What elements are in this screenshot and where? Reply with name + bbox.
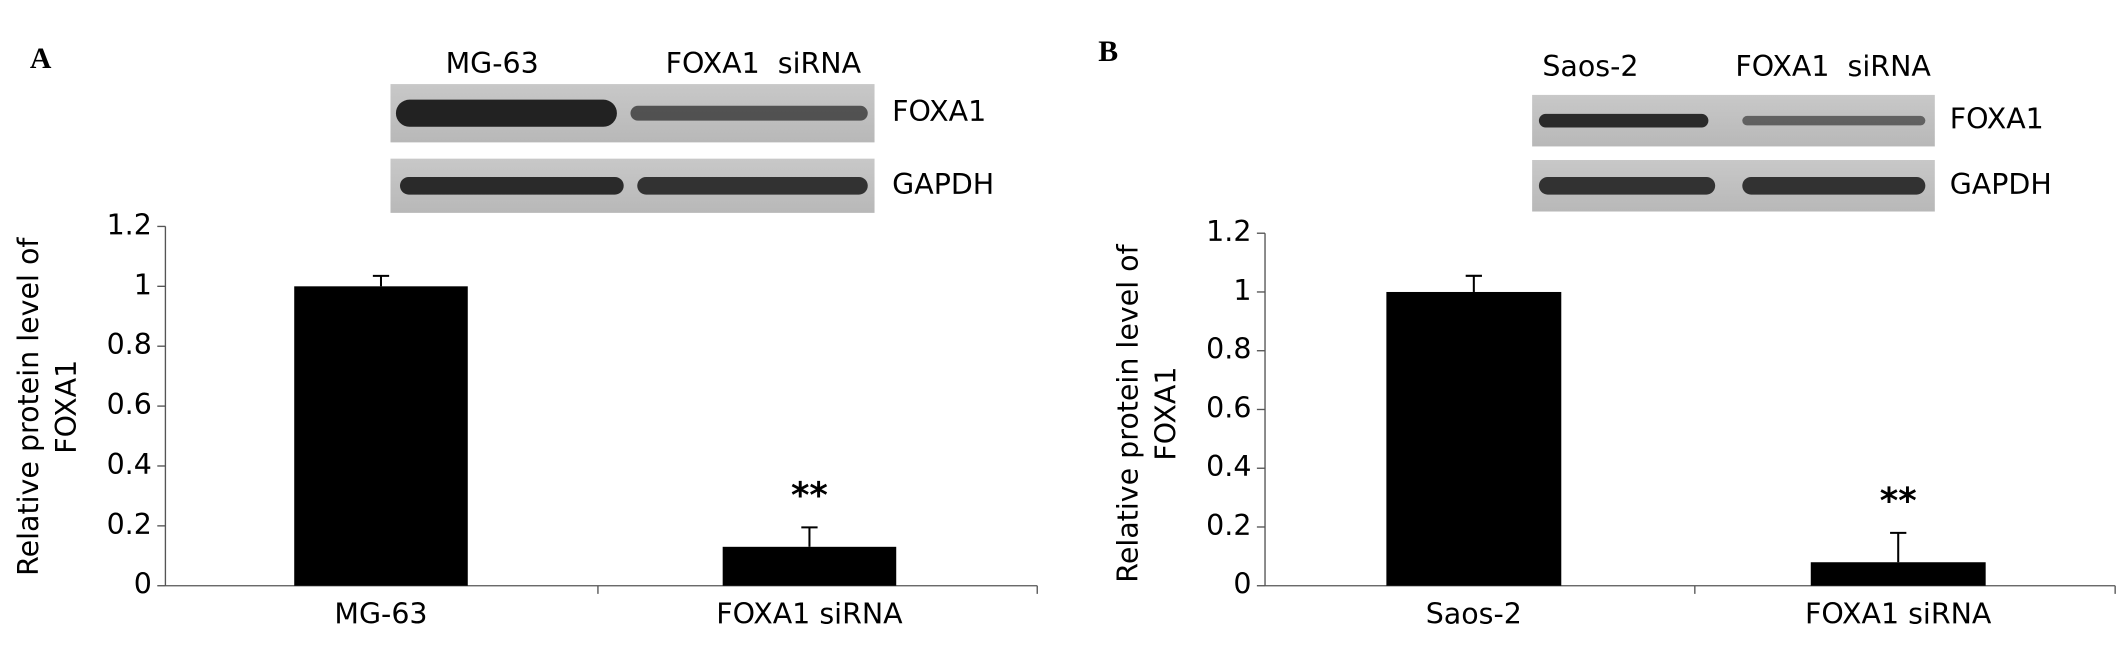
- blot-band: [1538, 176, 1716, 195]
- bar: [294, 286, 468, 586]
- y-axis-label: FOXA1: [1149, 367, 1182, 461]
- panel-label: A: [30, 42, 52, 75]
- blot-row-label: FOXA1: [1950, 103, 2044, 136]
- y-tick-label: 1: [134, 268, 152, 301]
- blot-row-label: GAPDH: [1950, 168, 2052, 201]
- blot-lane-label: MG-63: [446, 47, 539, 80]
- panel-1: B FOXA1 GAPDH Saos-2 FOXA1 siRNA 0 0.2 0.4 0.6 0.…: [1098, 35, 2116, 631]
- bar: [722, 546, 897, 586]
- y-axis-label: Relative protein level of: [12, 237, 45, 576]
- blot-band: [637, 176, 868, 195]
- x-tick-label: FOXA1 siRNA: [1805, 598, 1992, 631]
- blot-lane-label: FOXA1 siRNA: [1735, 50, 1931, 83]
- x-tick-label: FOXA1 siRNA: [716, 598, 903, 631]
- y-tick-label: 0.2: [1206, 509, 1251, 542]
- blot-row-label: FOXA1: [892, 95, 986, 128]
- y-tick-label: 0.6: [107, 388, 152, 421]
- blot-band: [1742, 115, 1926, 126]
- bar: [1810, 562, 1986, 586]
- panel-label: B: [1098, 35, 1118, 68]
- y-tick-label: 0.4: [107, 448, 152, 481]
- panel-0: A FOXA1 GAPDH MG-63 FOXA1 siRNA 0 0.2 0.4 0.6 0.8…: [12, 42, 1038, 631]
- y-tick-label: 1.2: [107, 208, 152, 241]
- significance-label: **: [791, 476, 828, 517]
- y-tick-label: 0.4: [1206, 450, 1251, 483]
- blot-band: [1742, 176, 1926, 195]
- y-axis-label: FOXA1: [50, 360, 83, 454]
- blot-lane-label: Saos-2: [1542, 50, 1638, 83]
- y-tick-label: 1.2: [1206, 215, 1251, 248]
- y-axis-label: Relative protein level of: [1111, 243, 1144, 582]
- y-tick-label: 0: [134, 568, 152, 601]
- y-tick-label: 0.8: [107, 328, 152, 361]
- y-tick-label: 0.2: [107, 508, 152, 541]
- y-tick-label: 0: [1233, 568, 1251, 601]
- y-tick-label: 0.6: [1206, 391, 1251, 424]
- significance-label: **: [1880, 481, 1917, 522]
- blot-band: [1538, 113, 1709, 128]
- blot-band: [395, 99, 617, 127]
- blot-row-label: GAPDH: [892, 168, 994, 201]
- y-tick-label: 1: [1233, 274, 1251, 307]
- x-tick-label: Saos-2: [1426, 598, 1522, 631]
- bar: [1386, 291, 1562, 586]
- y-tick-label: 0.8: [1206, 333, 1251, 366]
- x-tick-label: MG-63: [334, 598, 427, 631]
- blot-band: [399, 176, 624, 195]
- blot-band: [630, 105, 868, 121]
- blot-lane-label: FOXA1 siRNA: [666, 47, 862, 80]
